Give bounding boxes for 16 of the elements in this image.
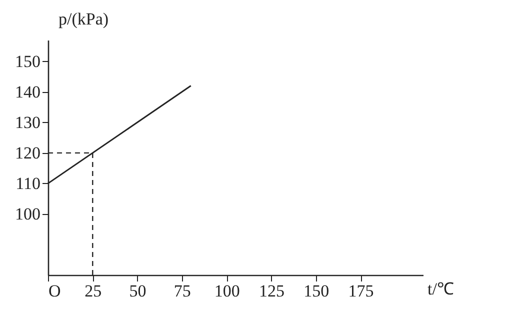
- y-tick-label: 100: [15, 204, 40, 224]
- y-axis-title: p/(kPa): [58, 10, 109, 28]
- x-tick-label: 175: [348, 282, 374, 300]
- y-tick-label: 140: [15, 82, 40, 102]
- y-tick-label: 150: [15, 52, 40, 71]
- y-tick-label: 130: [15, 112, 40, 132]
- x-tick-label: 150: [304, 282, 330, 300]
- x-tick-label: 100: [214, 282, 240, 300]
- x-tick-label: 125: [258, 282, 284, 300]
- y-tick-label: 120: [15, 143, 40, 162]
- y-tick-label: 110: [16, 174, 40, 193]
- x-tick-label: 50: [129, 282, 146, 300]
- x-axis-title: t/℃: [428, 280, 454, 298]
- x-tick-label: 75: [174, 282, 191, 300]
- x-tick-label: 25: [84, 282, 102, 300]
- x-tick-label: O: [48, 282, 61, 300]
